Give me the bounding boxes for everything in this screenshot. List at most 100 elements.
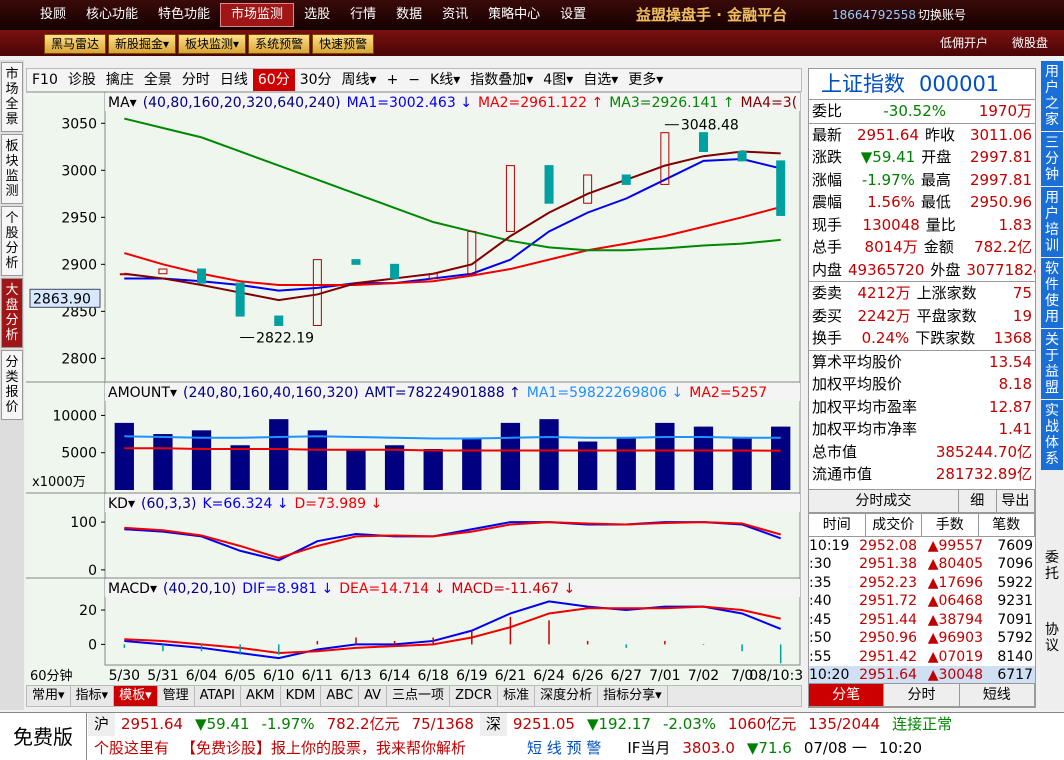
trade-tab[interactable]: 导出 [997,489,1035,512]
quote-row: 涨幅 -1.97% 最高 2997.81 [809,169,1035,192]
trade-bottom-tab[interactable]: 分笔 [809,684,885,706]
trade-cell: 2951.38 [859,556,917,572]
side-tab[interactable]: 个股分析 [1,206,23,276]
chart-tool[interactable]: − [408,72,421,88]
trade-cell: 2951.72 [859,593,917,609]
indicator-tab[interactable]: 管理 [158,686,195,706]
indicator-params: (60,3,3) [141,496,196,512]
bar [548,620,550,645]
chart-tool[interactable]: F10 [32,72,58,88]
side-tab[interactable]: 分类报价 [1,350,23,420]
x-tick-label: 6/24 [533,668,565,684]
chart-tool[interactable]: 周线▾ [341,72,377,88]
quote-row: 流通市值 281732.89亿 [809,463,1035,486]
index-code: 000001 [919,72,1000,96]
chart-tool[interactable]: 指数叠加▾ [470,72,534,88]
indicator-tab[interactable]: 指标分享▾ [598,686,668,706]
menu-item[interactable]: 资讯 [442,7,469,22]
toolbar-button[interactable]: 板块监测▾ [178,34,247,54]
alert: 短 线 预 警 [527,739,602,757]
chart-tool[interactable]: 诊股 [67,72,96,88]
bar [702,644,705,645]
quote-value: 2242万 [857,306,911,325]
indicator-name: AMOUNT▾ [108,385,177,401]
side-icon[interactable]: 委托 [1045,550,1059,582]
chart-tool[interactable]: 擒庄 [105,72,134,88]
toolbar-button[interactable]: 快速预警 [312,34,375,54]
chart-tool[interactable]: 4图▾ [543,72,574,88]
trade-bottom-tab[interactable]: 分时 [884,684,960,706]
trade-row: :35 2952.23 ▲17696 5922 [809,574,1035,593]
chart-tool[interactable]: + [386,72,399,88]
side-tab[interactable]: 大盘分析 [1,278,23,348]
trade-tab[interactable]: 细 [959,489,997,512]
indicator-tab[interactable]: 模板▾ [114,686,158,706]
trade-cell: 8140 [997,648,1033,665]
menu-item[interactable]: 选股 [304,7,331,22]
toolbar-link[interactable]: 低佣开户 [940,36,989,50]
indicator-tab[interactable]: ABC [321,686,360,706]
account-switch[interactable]: 切换账号 [918,8,967,22]
menu-item[interactable]: 市场监测 [220,3,295,27]
chart-tool[interactable]: K线▾ [430,72,461,88]
toolbar-button[interactable]: 系统预警 [248,34,311,54]
chart-tool[interactable]: 更多▾ [628,72,664,88]
quote-row: 涨跌 ▼59.41 开盘 2997.81 [809,146,1035,169]
trade-cell: 2950.96 [859,630,917,646]
side-tab[interactable]: 板块监测 [1,134,23,204]
right-tab[interactable]: 实战体系 [1041,400,1063,470]
right-tab[interactable]: 用户之家 [1041,61,1063,131]
chart-tool[interactable]: 日线 [219,72,248,88]
legend-entry: MA3=2926.141 ↑ [609,95,734,111]
indicator-tab[interactable]: 标准 [498,686,536,706]
candle-body [274,315,284,326]
series-line [124,206,781,287]
index-quote: ▼192.17 [586,715,651,733]
indicator-tab[interactable]: 三点一项 [387,686,451,706]
indicator-tab[interactable]: ATAPI [195,686,241,706]
trade-bottom-tab[interactable]: 短线 [960,684,1035,706]
trade-cell: 7609 [997,537,1033,554]
menu-item[interactable]: 数据 [396,7,423,22]
right-tab[interactable]: 关于益盟 [1041,329,1063,399]
future-quote: ▼71.6 [746,739,792,757]
quote-label: 上涨家数 [916,284,977,302]
indicator-tab[interactable]: 常用▾ [27,686,71,706]
chart-tool[interactable]: 自选▾ [583,72,619,88]
side-icon[interactable]: 协议 [1045,622,1059,654]
menu-item[interactable]: 核心功能 [86,7,139,22]
candle-body [428,273,438,279]
chart-tool[interactable]: 全景 [143,72,172,88]
menu-item[interactable]: 特色功能 [158,7,211,22]
trade-tab[interactable]: 分时成交 [809,489,959,512]
indicator-tab[interactable]: AV [359,686,388,706]
toolbar-button[interactable]: 新股掘金▾ [108,34,177,54]
toolbar-link[interactable]: 微股盘 [1012,36,1049,50]
menu-item[interactable]: 策略中心 [488,7,541,22]
side-tab[interactable]: 市场全景 [1,62,23,132]
right-tab[interactable]: 三分钟 [1041,132,1063,186]
chart-tool[interactable]: 分时 [181,72,210,88]
bar [114,422,134,490]
bar [162,644,164,652]
candle-body [119,273,129,276]
indicator-tab[interactable]: 深度分析 [535,686,599,706]
toolbar-button[interactable]: 黑马雷达 [44,34,107,54]
menu-item[interactable]: 投顾 [40,7,67,22]
indicator-tab[interactable]: AKM [241,686,281,706]
period-label: 60分钟 [30,668,73,684]
indicator-tab[interactable]: KDM [281,686,322,706]
indicator-tab[interactable]: 指标▾ [71,686,115,706]
chart-toolbar: F10 诊股 擒庄 全景 分时 日线 60分 30分 周线▾ + − K线▾ 指数叠加▾ 4图▾ 自选▾ 更多… [26,68,802,92]
chart-tool[interactable]: 30分 [299,72,332,88]
y-tick-label: 2950 [61,210,97,226]
indicator-tab[interactable]: ZDCR [450,686,499,706]
right-tab[interactable]: 用户培训 [1041,187,1063,257]
menu-item[interactable]: 设置 [560,7,587,22]
chart-tool[interactable]: 60分 [252,69,295,91]
right-tab[interactable]: 软件使用 [1041,258,1063,328]
promo[interactable]: 【免费诊股】报上你的股票，我来帮你解析 [181,739,467,757]
chart-frame [104,92,801,666]
y-tick-label: 2900 [61,257,97,273]
menu-item[interactable]: 行情 [350,7,377,22]
